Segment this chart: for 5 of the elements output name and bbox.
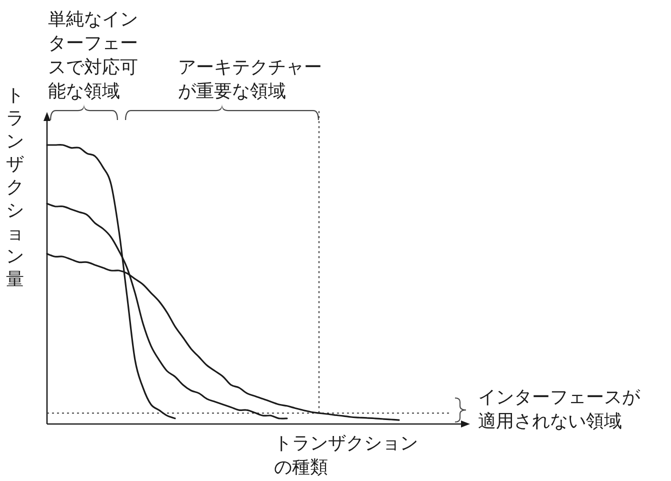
annotation: 単純なインターフェースで対応可能な領域 [48,8,139,104]
annotation: インターフェースが適用されない領域 [478,386,642,434]
ylabel: トランザクション量 [6,84,25,291]
annotation: アーキテクチャーが重要な領域 [178,56,323,104]
xlabel: トランザクションの種類 [274,432,419,480]
